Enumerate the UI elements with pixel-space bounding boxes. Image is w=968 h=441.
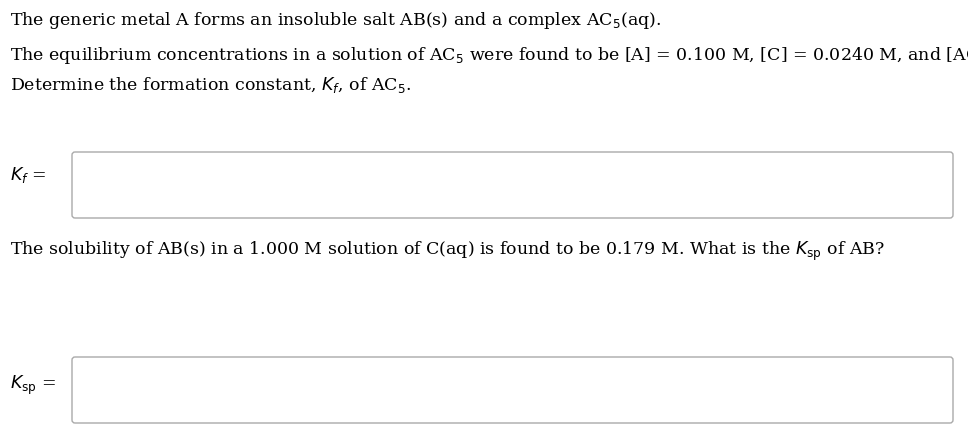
Text: The equilibrium concentrations in a solution of AC$_5$ were found to be [A] = 0.: The equilibrium concentrations in a solu…	[10, 45, 968, 66]
Text: $K_{\mathrm{sp}}$ =: $K_{\mathrm{sp}}$ =	[10, 374, 56, 396]
Text: $K_f$ =: $K_f$ =	[10, 165, 46, 185]
Text: The solubility of AB(s) in a 1.000 M solution of C(aq) is found to be 0.179 M. W: The solubility of AB(s) in a 1.000 M sol…	[10, 240, 885, 263]
Text: Determine the formation constant, $K_f$, of AC$_5$.: Determine the formation constant, $K_f$,…	[10, 75, 411, 95]
Text: The generic metal A forms an insoluble salt AB(s) and a complex AC$_5$(aq).: The generic metal A forms an insoluble s…	[10, 10, 661, 31]
FancyBboxPatch shape	[72, 357, 953, 423]
FancyBboxPatch shape	[72, 152, 953, 218]
